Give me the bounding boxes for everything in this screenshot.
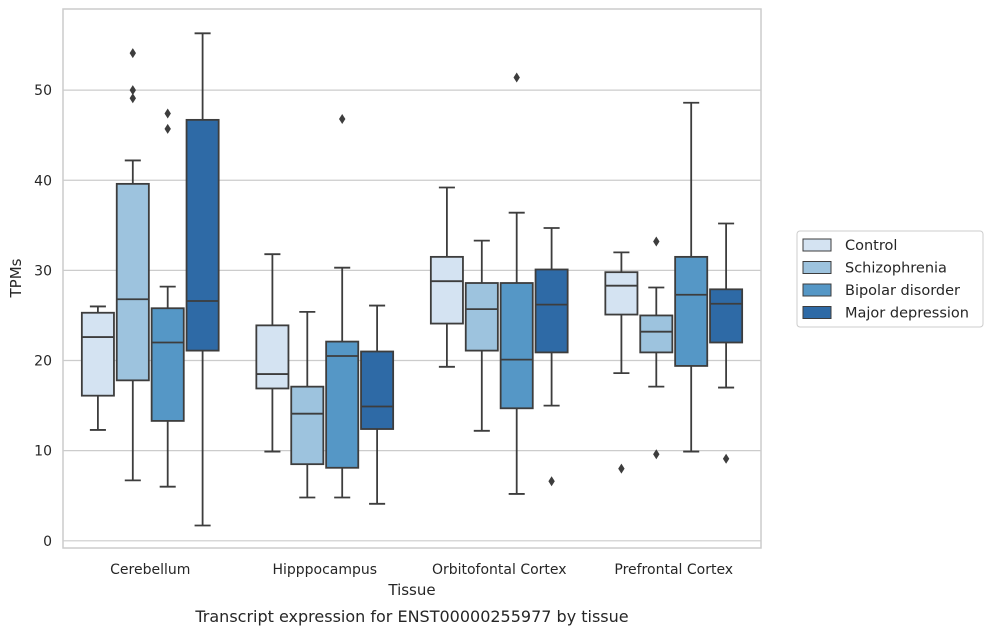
outlier-point [653,236,660,247]
box-body [115,182,150,382]
box-body [674,255,709,367]
legend-swatch [802,306,832,319]
box-body [185,118,220,352]
legend-frame [796,230,984,328]
box-3-1 [639,236,674,460]
box-body [360,350,395,430]
box-2-0 [429,186,464,368]
box-3-3 [709,222,744,464]
legend-swatch [802,261,832,274]
outlier-point [339,113,346,124]
box-0-3 [185,32,220,527]
box-0-1 [115,48,150,482]
x-tick-label: Cerebellum [110,562,190,578]
box-2-2 [499,72,534,495]
box-body [255,324,290,390]
outlier-point [129,85,136,96]
y-tick-label: 20 [34,354,52,370]
box-body [709,288,744,344]
box-1-0 [255,253,290,453]
box-body [534,268,569,354]
x-tick-labels: Cerebellum Hipppocampus Orbitofontal Corte… [110,562,733,578]
box-1-2 [325,113,360,499]
outlier-point [722,453,730,464]
y-axis-label: TPMs [7,258,25,298]
legend-label: Schizophrenia [845,261,947,277]
box-layer [80,32,744,527]
legend-swatch [802,283,832,297]
box-body [639,314,674,354]
outlier-point [653,449,660,460]
outlier-point [618,463,625,474]
chart-caption: Transcript expression for ENST0000025597… [194,607,628,626]
outlier-point [129,48,136,59]
box-3-2 [674,101,709,453]
box-body [464,282,499,352]
box-0-0 [80,305,115,431]
legend-label: Bipolar disorder [845,283,960,299]
box-body [429,255,464,325]
box-body [80,311,115,397]
box-2-3 [534,227,569,487]
y-tick-labels: 0 10 20 30 40 50 [34,83,52,550]
box-2-1 [464,239,499,432]
outlier-point [164,108,171,119]
box-body [325,340,360,469]
x-tick-label: Prefrontal Cortex [614,562,733,578]
y-tick-label: 10 [34,444,52,460]
y-tick-label: 40 [34,173,52,189]
box-body [604,271,639,316]
box-body [150,307,185,422]
box-3-0 [604,251,639,474]
outlier-point [164,123,171,134]
box-body [290,385,325,466]
legend-label: Control [845,238,897,254]
plot-frame [62,8,762,549]
y-tick-label: 30 [34,263,52,279]
outlier-point [129,93,136,104]
box-1-1 [290,310,325,499]
legend: Control Schizophrenia Bipolar disorder Majo… [796,230,984,328]
box-1-3 [360,304,395,505]
y-tick-label: 0 [43,534,52,550]
box-0-2 [150,108,185,488]
x-tick-label: Hipppocampus [272,562,377,578]
outlier-point [548,476,555,487]
legend-label: Major depression [845,306,969,322]
x-tick-label: Orbitofontal Cortex [432,562,567,578]
box-body [499,282,534,410]
y-tick-label: 50 [34,83,52,99]
legend-swatch [802,238,832,252]
outlier-point [513,72,520,83]
x-axis-label: Tissue [387,581,435,599]
